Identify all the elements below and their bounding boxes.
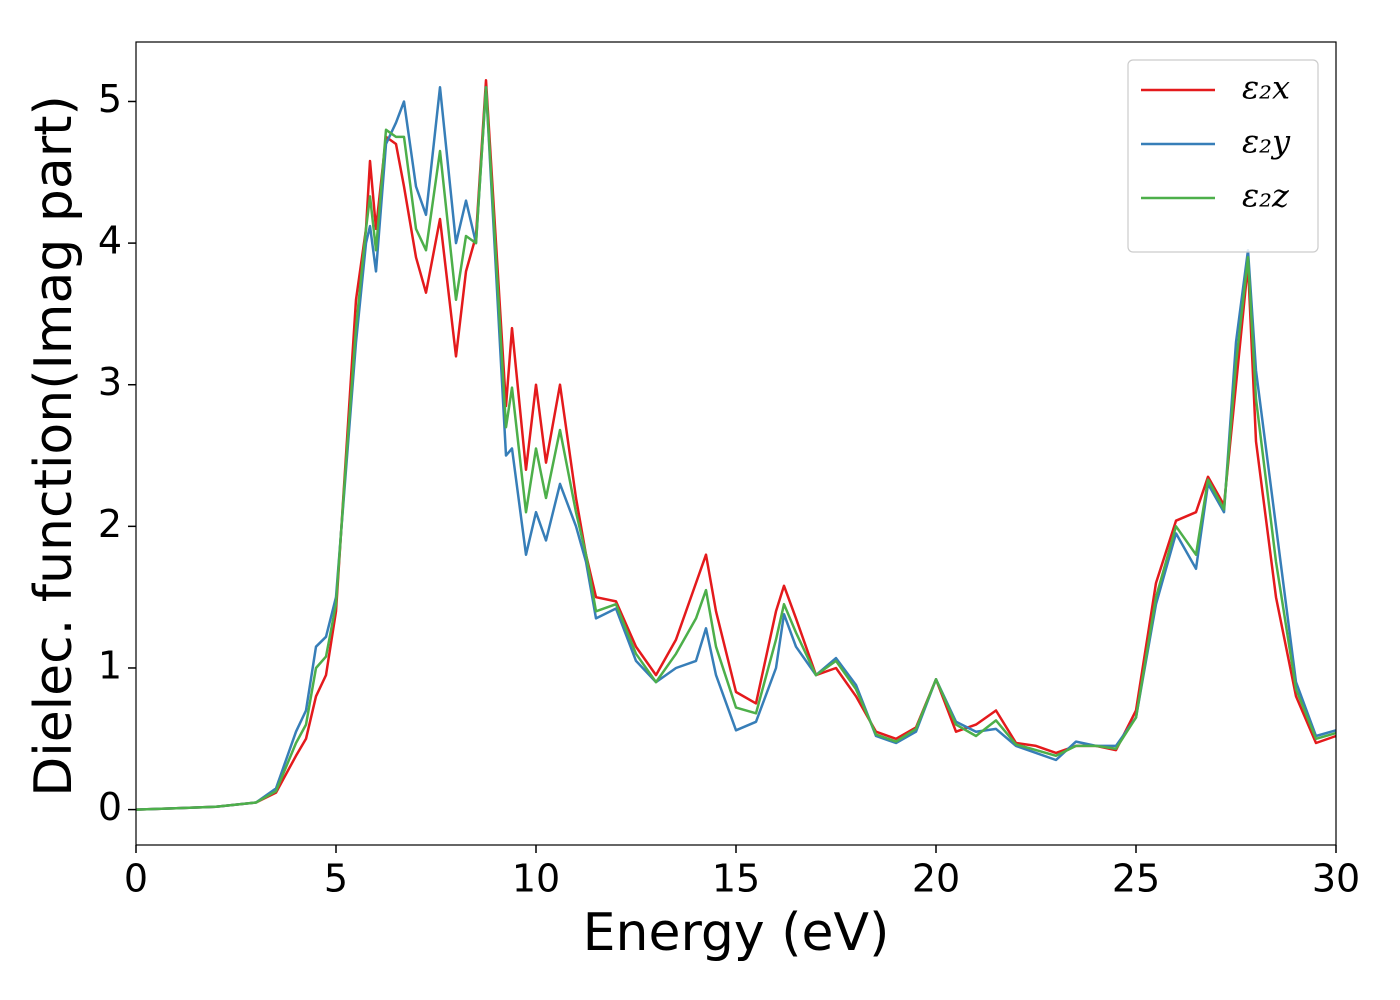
x-tick-label: 20 xyxy=(912,857,960,901)
legend-label: ε₂y xyxy=(1242,123,1291,161)
x-tick-label: 15 xyxy=(712,857,760,901)
x-tick-label: 0 xyxy=(124,857,148,901)
x-axis-label: Energy (eV) xyxy=(583,903,890,963)
y-tick-label: 1 xyxy=(98,643,122,687)
x-tick-label: 5 xyxy=(324,857,348,901)
legend-box xyxy=(1127,59,1319,253)
legend-label: ε₂z xyxy=(1242,177,1290,215)
legend-label: ε₂x xyxy=(1242,69,1290,107)
x-tick-label: 30 xyxy=(1312,857,1360,901)
y-tick-label: 0 xyxy=(98,785,122,829)
x-tick-label: 25 xyxy=(1112,857,1160,901)
y-axis-label: Dielec. function(Imag part) xyxy=(24,95,84,797)
y-tick-label: 3 xyxy=(98,360,122,404)
y-tick-label: 4 xyxy=(98,219,122,263)
x-tick-label: 10 xyxy=(512,857,560,901)
series-line xyxy=(135,86,1337,811)
y-tick-label: 5 xyxy=(98,77,122,121)
y-tick-label: 2 xyxy=(98,502,122,546)
plot-frame xyxy=(135,41,1337,846)
